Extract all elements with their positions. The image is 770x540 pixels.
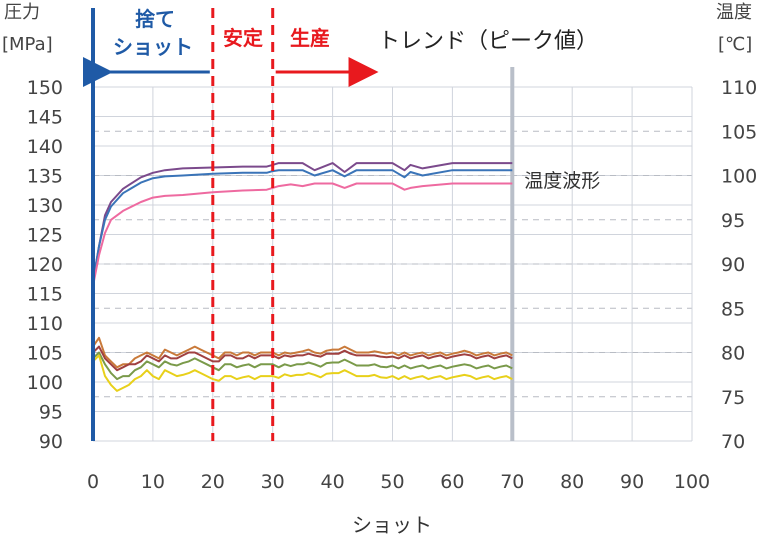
y-left-tick-label: 130 bbox=[27, 195, 63, 217]
x-tick-label: 10 bbox=[141, 471, 165, 493]
x-axis-title: ショット bbox=[352, 513, 432, 537]
phase-label-discard-line1: 捨て bbox=[135, 7, 175, 31]
x-tick-label: 60 bbox=[440, 471, 464, 493]
x-tick-label: 0 bbox=[87, 471, 99, 493]
y-right-tick-label: 90 bbox=[721, 254, 745, 276]
y-left-tick-label: 125 bbox=[27, 225, 63, 247]
right-axis-title-line1: 温度 bbox=[716, 2, 752, 23]
phase-label-discard-line2: ショット bbox=[113, 35, 193, 59]
x-tick-label: 100 bbox=[674, 471, 710, 493]
series-line-6 bbox=[92, 354, 513, 392]
x-tick-label: 80 bbox=[560, 471, 584, 493]
y-right-tick-label: 85 bbox=[721, 298, 745, 320]
y-left-tick-label: 100 bbox=[27, 372, 63, 394]
y-right-tick-label: 75 bbox=[721, 387, 745, 409]
x-tick-label: 40 bbox=[321, 471, 345, 493]
y-right-tick-label: 70 bbox=[721, 431, 745, 453]
series-line-1 bbox=[92, 169, 513, 282]
y-left-tick-label: 110 bbox=[27, 313, 63, 335]
y-right-tick-label: 105 bbox=[721, 121, 757, 143]
x-tick-label: 30 bbox=[261, 471, 285, 493]
x-tick-label: 50 bbox=[380, 471, 404, 493]
y-left-tick-label: 115 bbox=[27, 284, 63, 306]
axis-ticks: 9095100105110115120125130135140145150707… bbox=[27, 77, 758, 493]
y-left-tick-label: 135 bbox=[27, 166, 63, 188]
chart-title: トレンド（ピーク値） bbox=[378, 29, 598, 54]
y-left-tick-label: 150 bbox=[27, 77, 63, 99]
left-axis-title-line1: 圧力 bbox=[4, 2, 40, 23]
series-lines bbox=[92, 162, 513, 392]
y-left-tick-label: 105 bbox=[27, 343, 63, 365]
phase-label-stable: 安定 bbox=[223, 26, 263, 50]
y-left-tick-label: 140 bbox=[27, 136, 63, 158]
phase-label-production: 生産 bbox=[290, 26, 330, 50]
x-tick-label: 20 bbox=[201, 471, 225, 493]
series-line-3 bbox=[92, 336, 513, 369]
gridlines bbox=[92, 67, 693, 442]
left-axis-title-line2: [MPa] bbox=[2, 34, 53, 55]
series-line-2 bbox=[92, 182, 513, 287]
y-left-tick-label: 120 bbox=[27, 254, 63, 276]
x-tick-label: 70 bbox=[500, 471, 524, 493]
y-right-tick-label: 100 bbox=[721, 166, 757, 188]
y-right-tick-label: 95 bbox=[721, 210, 745, 232]
y-left-tick-label: 90 bbox=[39, 431, 63, 453]
x-tick-label: 90 bbox=[620, 471, 644, 493]
y-right-tick-label: 80 bbox=[721, 343, 745, 365]
series-line-5 bbox=[92, 351, 513, 381]
y-left-tick-label: 145 bbox=[27, 107, 63, 129]
series-line-4 bbox=[92, 345, 513, 372]
y-right-tick-label: 110 bbox=[721, 77, 757, 99]
temperature-waveform-label: 温度波形 bbox=[524, 170, 600, 192]
right-axis-title-line2: [℃] bbox=[718, 34, 752, 55]
series-line-0 bbox=[92, 162, 513, 282]
y-left-tick-label: 95 bbox=[39, 402, 63, 424]
